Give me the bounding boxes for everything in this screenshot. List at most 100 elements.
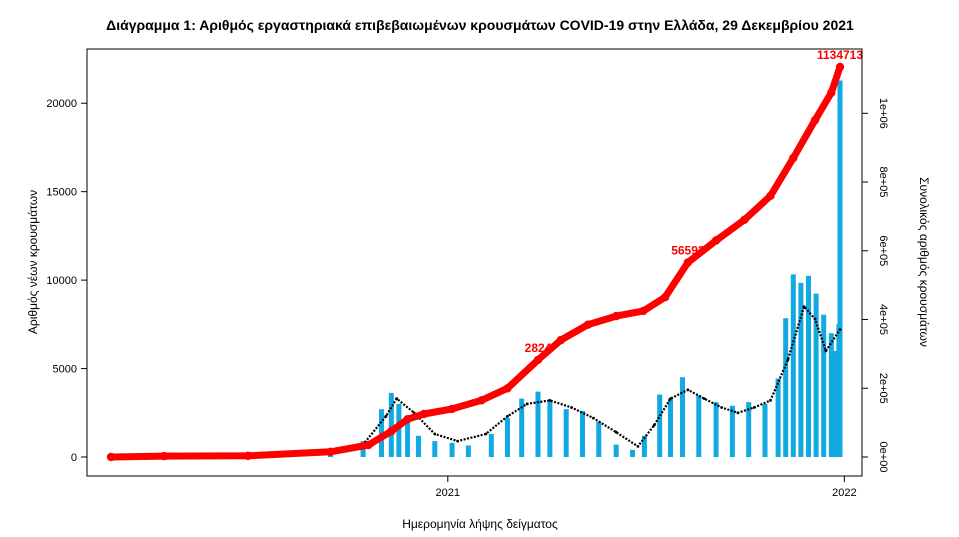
bar xyxy=(729,405,735,457)
rolling-average-point xyxy=(433,432,437,436)
cumulative-point xyxy=(403,415,412,424)
cumulative-point xyxy=(556,335,565,345)
cumulative-point xyxy=(533,355,543,365)
rolling-average-point xyxy=(570,406,573,409)
axes: 0 5000 10000 15000 20000 0e+00 2e+05 4e+05 6e+05… xyxy=(46,98,889,499)
cumulative-point xyxy=(827,88,836,97)
y-tick-right-label: 8e+05 xyxy=(877,167,889,198)
bar xyxy=(833,350,839,457)
annotations: 2824 56592 1134713 xyxy=(525,48,864,355)
cumulative-point xyxy=(810,116,820,125)
rolling-average-point xyxy=(484,432,488,436)
bar xyxy=(746,402,752,457)
bar xyxy=(580,411,585,457)
cumulative-point xyxy=(711,236,721,245)
rolling-average-point xyxy=(813,317,817,321)
y-tick-right-label: 1e+06 xyxy=(877,98,889,129)
rolling-average-point xyxy=(824,349,828,353)
cumulative-point xyxy=(503,384,512,393)
rolling-average-point xyxy=(395,397,399,400)
cumulative-point xyxy=(447,404,457,414)
cumulative-point xyxy=(835,62,845,72)
bar xyxy=(762,403,768,457)
cumulative-point xyxy=(243,451,253,460)
bar xyxy=(798,282,804,457)
rolling-average-line xyxy=(110,304,841,458)
bar xyxy=(432,441,438,457)
bar xyxy=(657,394,663,457)
rolling-average-point xyxy=(548,399,552,402)
bar xyxy=(630,449,635,457)
bar xyxy=(405,421,411,457)
cumulative-annotation: 1134713 xyxy=(817,48,863,62)
y-tick-right-label: 6e+05 xyxy=(877,235,889,266)
y-tick-left-label: 10000 xyxy=(46,275,77,287)
bar xyxy=(488,434,494,457)
bar xyxy=(535,391,541,457)
cumulative-annotation: 56592 xyxy=(671,244,705,258)
cumulative-point xyxy=(683,258,693,267)
y-axis-right-label: Συνολικός αριθμός κρουσμάτων xyxy=(917,177,931,347)
cumulative-point xyxy=(326,447,335,456)
bars-series xyxy=(108,80,843,458)
rolling-average-point xyxy=(614,430,618,434)
x-axis-label: Ημερομηνία λήψης δείγματος xyxy=(402,517,558,531)
cumulative-point xyxy=(612,311,621,321)
rolling-average-point xyxy=(525,402,529,406)
cumulative-point xyxy=(660,293,670,302)
bar xyxy=(837,80,843,457)
rolling-average-point xyxy=(752,406,756,409)
y-tick-left-label: 5000 xyxy=(53,364,77,376)
y-tick-left-label: 0 xyxy=(71,452,77,464)
x-tick-label: 2022 xyxy=(832,487,856,499)
rolling-average-point xyxy=(506,414,509,418)
bar xyxy=(547,400,553,457)
bar xyxy=(828,333,834,457)
rolling-average-point xyxy=(652,423,656,427)
cumulative-point xyxy=(387,427,396,436)
y-tick-right-label: 0e+00 xyxy=(877,442,889,473)
rolling-average-point xyxy=(786,358,790,362)
bar xyxy=(806,275,811,457)
cumulative-point xyxy=(364,440,373,450)
rolling-average-point xyxy=(802,305,806,308)
y-axis-left-label: Αριθμός νέων κρουσμάτων xyxy=(26,190,40,334)
cumulative-point xyxy=(106,452,116,462)
bar xyxy=(641,435,647,457)
cumulative-point xyxy=(477,396,486,405)
bar xyxy=(783,318,789,457)
cumulative-point xyxy=(766,191,775,200)
x-tick-label: 2021 xyxy=(436,487,460,499)
bar xyxy=(775,378,781,457)
rolling-average-point xyxy=(838,328,842,331)
bar xyxy=(388,392,394,457)
rolling-average-point xyxy=(702,397,706,400)
rolling-average-series xyxy=(109,304,842,459)
rolling-average-point xyxy=(736,411,740,415)
bar xyxy=(613,444,619,457)
rolling-average-point xyxy=(384,414,388,418)
bar xyxy=(668,398,673,457)
rolling-average-point xyxy=(686,388,690,392)
y-tick-left-label: 20000 xyxy=(46,98,77,110)
rolling-average-point xyxy=(669,397,672,400)
cumulative-point xyxy=(789,153,798,163)
rolling-average-point xyxy=(592,416,595,420)
bar xyxy=(813,293,819,457)
y-tick-right-label: 2e+05 xyxy=(877,373,889,404)
bar xyxy=(790,274,796,457)
y-tick-right-label: 4e+05 xyxy=(877,304,889,335)
cumulative-point xyxy=(160,451,169,461)
cumulative-point xyxy=(740,215,749,224)
rolling-average-point xyxy=(769,399,772,402)
cumulative-point xyxy=(639,306,648,316)
bar xyxy=(396,403,402,457)
cumulative-point xyxy=(583,320,593,329)
y-tick-left-label: 15000 xyxy=(46,187,77,199)
rolling-average-point xyxy=(636,445,640,448)
bar xyxy=(696,395,702,457)
cumulative-line xyxy=(107,63,844,461)
bar xyxy=(596,421,602,457)
bar xyxy=(416,435,421,457)
